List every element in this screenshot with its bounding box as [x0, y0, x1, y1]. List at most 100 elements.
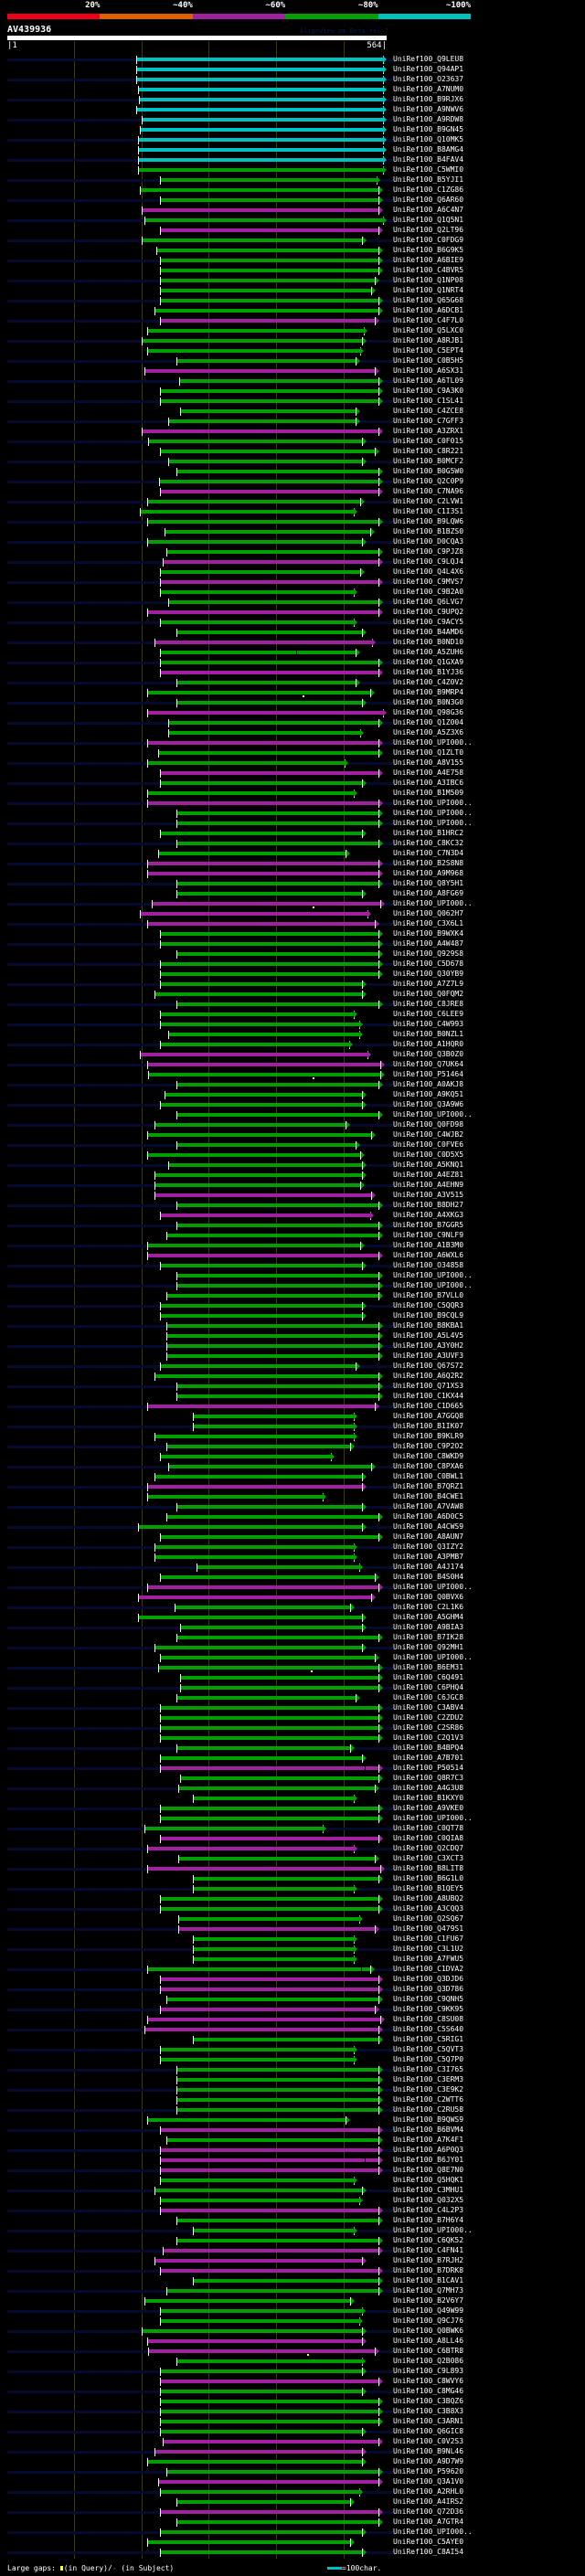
- hit-label[interactable]: UniRef100_C9QNH5: [393, 1995, 464, 2004]
- hit-label[interactable]: UniRef100_C5RIG1: [393, 2035, 464, 2044]
- hit-label[interactable]: UniRef100_B2V6Y7: [393, 2296, 464, 2306]
- hit-label[interactable]: UniRef100_C9UPQ2: [393, 608, 464, 617]
- hit-label[interactable]: UniRef100_C9A3K0: [393, 387, 464, 396]
- hit-label[interactable]: UniRef100_B8LIT8: [393, 1864, 464, 1873]
- hit-label[interactable]: UniRef100_C0FDG9: [393, 236, 464, 245]
- hit-label[interactable]: UniRef100_A7FWU5: [393, 1955, 464, 1964]
- hit-label[interactable]: UniRef100_C2LVW1: [393, 497, 464, 506]
- hit-label[interactable]: UniRef100_B6BVM4: [393, 2125, 464, 2135]
- hit-label[interactable]: UniRef100_C9B2A0: [393, 588, 464, 597]
- hit-label[interactable]: UniRef100_Q30YB9: [393, 970, 464, 979]
- hit-label[interactable]: UniRef100_C6PHQ4: [393, 1683, 464, 1692]
- hit-label[interactable]: UniRef100_Q8Y5H1: [393, 879, 464, 888]
- hit-label[interactable]: UniRef100_UPI000..: [393, 1814, 473, 1823]
- hit-label[interactable]: UniRef100_C7NA96: [393, 487, 464, 496]
- hit-label[interactable]: UniRef100_B7RJH2: [393, 2256, 464, 2265]
- hit-label[interactable]: UniRef100_C0QT78: [393, 1824, 464, 1833]
- hit-label[interactable]: UniRef100_Q0BWK6: [393, 2327, 464, 2336]
- hit-label[interactable]: UniRef100_O34858: [393, 1261, 464, 1270]
- hit-label[interactable]: UniRef100_C4FN41: [393, 2246, 464, 2255]
- hit-label[interactable]: UniRef100_A8RJB1: [393, 336, 464, 345]
- hit-label[interactable]: UniRef100_B6G1L0: [393, 1874, 464, 1883]
- hit-label[interactable]: UniRef100_B5YJI1: [393, 175, 464, 185]
- hit-label[interactable]: UniRef100_A4EZ81: [393, 1171, 464, 1180]
- hit-label[interactable]: UniRef100_C9PJZ8: [393, 547, 464, 557]
- hit-label[interactable]: UniRef100_A8LL46: [393, 2337, 464, 2346]
- hit-label[interactable]: UniRef100_C1DVA2: [393, 1965, 464, 1974]
- hit-label[interactable]: UniRef100_Q94AP1: [393, 65, 464, 74]
- hit-label[interactable]: UniRef100_UPI000..: [393, 799, 473, 808]
- hit-label[interactable]: UniRef100_P51464: [393, 1070, 464, 1079]
- hit-label[interactable]: UniRef100_UPI000..: [393, 2528, 473, 2537]
- hit-label[interactable]: UniRef100_Q9CJ76: [393, 2316, 464, 2326]
- hit-label[interactable]: UniRef100_C9P2O2: [393, 1442, 464, 1451]
- hit-label[interactable]: UniRef100_Q6GIC8: [393, 2427, 464, 2436]
- hit-label[interactable]: UniRef100_B4AMD6: [393, 628, 464, 637]
- hit-label[interactable]: UniRef100_Q5LXC0: [393, 326, 464, 335]
- hit-label[interactable]: UniRef100_A4EHN9: [393, 1181, 464, 1190]
- hit-label[interactable]: UniRef100_A6SX31: [393, 366, 464, 376]
- hit-label[interactable]: UniRef100_C8AI54: [393, 2548, 464, 2557]
- hit-label[interactable]: UniRef100_Q92MH1: [393, 1643, 464, 1652]
- hit-label[interactable]: UniRef100_Q65G68: [393, 296, 464, 305]
- hit-label[interactable]: UniRef100_UPI000..: [393, 1583, 473, 1592]
- hit-label[interactable]: UniRef100_B0ND10: [393, 638, 464, 647]
- hit-label[interactable]: UniRef100_A4E758: [393, 769, 464, 778]
- hit-label[interactable]: UniRef100_B4FAV4: [393, 155, 464, 164]
- hit-label[interactable]: UniRef100_A7K4F1: [393, 2136, 464, 2145]
- hit-label[interactable]: UniRef100_A4IRS2: [393, 2497, 464, 2507]
- hit-label[interactable]: UniRef100_A4XKG3: [393, 1211, 464, 1220]
- hit-label[interactable]: UniRef100_A1HQR0: [393, 1040, 464, 1049]
- hit-label[interactable]: UniRef100_C3I765: [393, 2065, 464, 2074]
- hit-label[interactable]: UniRef100_B7GGR5: [393, 1221, 464, 1230]
- hit-label[interactable]: UniRef100_B7VLL0: [393, 1291, 464, 1300]
- hit-label[interactable]: UniRef100_C9LQJ4: [393, 557, 464, 567]
- hit-label[interactable]: UniRef100_A8FG69: [393, 889, 464, 898]
- hit-label[interactable]: UniRef100_Q9LEU8: [393, 55, 464, 64]
- hit-label[interactable]: UniRef100_A6D0C5: [393, 1512, 464, 1521]
- hit-label[interactable]: UniRef100_Q479S1: [393, 1924, 464, 1934]
- hit-label[interactable]: UniRef100_Q4L4X6: [393, 567, 464, 577]
- hit-label[interactable]: UniRef100_UPI000..: [393, 809, 473, 818]
- hit-label[interactable]: UniRef100_B7DRK8: [393, 2266, 464, 2275]
- hit-label[interactable]: UniRef100_A7GGQ8: [393, 1412, 464, 1421]
- hit-label[interactable]: UniRef100_A2RHL0: [393, 2487, 464, 2496]
- hit-label[interactable]: UniRef100_A6TL09: [393, 376, 464, 386]
- hit-label[interactable]: UniRef100_C0BWL1: [393, 1472, 464, 1481]
- hit-label[interactable]: UniRef100_A9BIA3: [393, 1623, 464, 1632]
- hit-label[interactable]: UniRef100_Q49W99: [393, 2306, 464, 2316]
- hit-label[interactable]: UniRef100_C2L1K6: [393, 1603, 464, 1612]
- hit-label[interactable]: UniRef100_C0B5H5: [393, 356, 464, 366]
- hit-label[interactable]: UniRef100_B7IK28: [393, 1633, 464, 1642]
- hit-label[interactable]: UniRef100_B9CQL9: [393, 1311, 464, 1320]
- hit-label[interactable]: UniRef100_UPI000..: [393, 738, 473, 747]
- hit-label[interactable]: UniRef100_Q0FQM2: [393, 990, 464, 999]
- hit-label[interactable]: UniRef100_UPI000..: [393, 1271, 473, 1280]
- hit-label[interactable]: UniRef100_B1HRC2: [393, 829, 464, 838]
- hit-label[interactable]: UniRef100_B9QWS9: [393, 2115, 464, 2125]
- hit-label[interactable]: UniRef100_Q2B086: [393, 2357, 464, 2366]
- hit-label[interactable]: UniRef100_B6JY01: [393, 2156, 464, 2165]
- hit-label[interactable]: UniRef100_B6EM31: [393, 1663, 464, 1672]
- hit-label[interactable]: UniRef100_B8AMG4: [393, 145, 464, 154]
- hit-label[interactable]: UniRef100_C2SR86: [393, 1723, 464, 1733]
- hit-label[interactable]: UniRef100_C8R221: [393, 447, 464, 456]
- hit-label[interactable]: UniRef100_C8JRE8: [393, 1000, 464, 1009]
- hit-label[interactable]: UniRef100_C4ZCE8: [393, 407, 464, 416]
- hit-label[interactable]: UniRef100_Q8R7C3: [393, 1774, 464, 1783]
- hit-label[interactable]: UniRef100_UPI000..: [393, 819, 473, 828]
- hit-label[interactable]: UniRef100_C9KK95: [393, 2005, 464, 2014]
- hit-label[interactable]: UniRef100_C1FU67: [393, 1935, 464, 1944]
- hit-label[interactable]: UniRef100_Q3A9W6: [393, 1100, 464, 1109]
- hit-label[interactable]: UniRef100_C2RU58: [393, 2105, 464, 2115]
- hit-label[interactable]: UniRef100_Q2C0P9: [393, 477, 464, 486]
- hit-label[interactable]: UniRef100_C0QIA8: [393, 1834, 464, 1843]
- hit-label[interactable]: UniRef100_Q3B0Z0: [393, 1050, 464, 1059]
- hit-label[interactable]: UniRef100_Q2CDQ7: [393, 1844, 464, 1853]
- hit-label[interactable]: UniRef100_UPI000..: [393, 1110, 473, 1119]
- hit-label[interactable]: UniRef100_A3CQQ3: [393, 1904, 464, 1913]
- hit-label[interactable]: UniRef100_UPI000..: [393, 1281, 473, 1290]
- hit-label[interactable]: UniRef100_C1SL41: [393, 397, 464, 406]
- hit-label[interactable]: UniRef100_A1B3M0: [393, 1241, 464, 1250]
- hit-label[interactable]: UniRef100_Q5HQK1: [393, 2176, 464, 2185]
